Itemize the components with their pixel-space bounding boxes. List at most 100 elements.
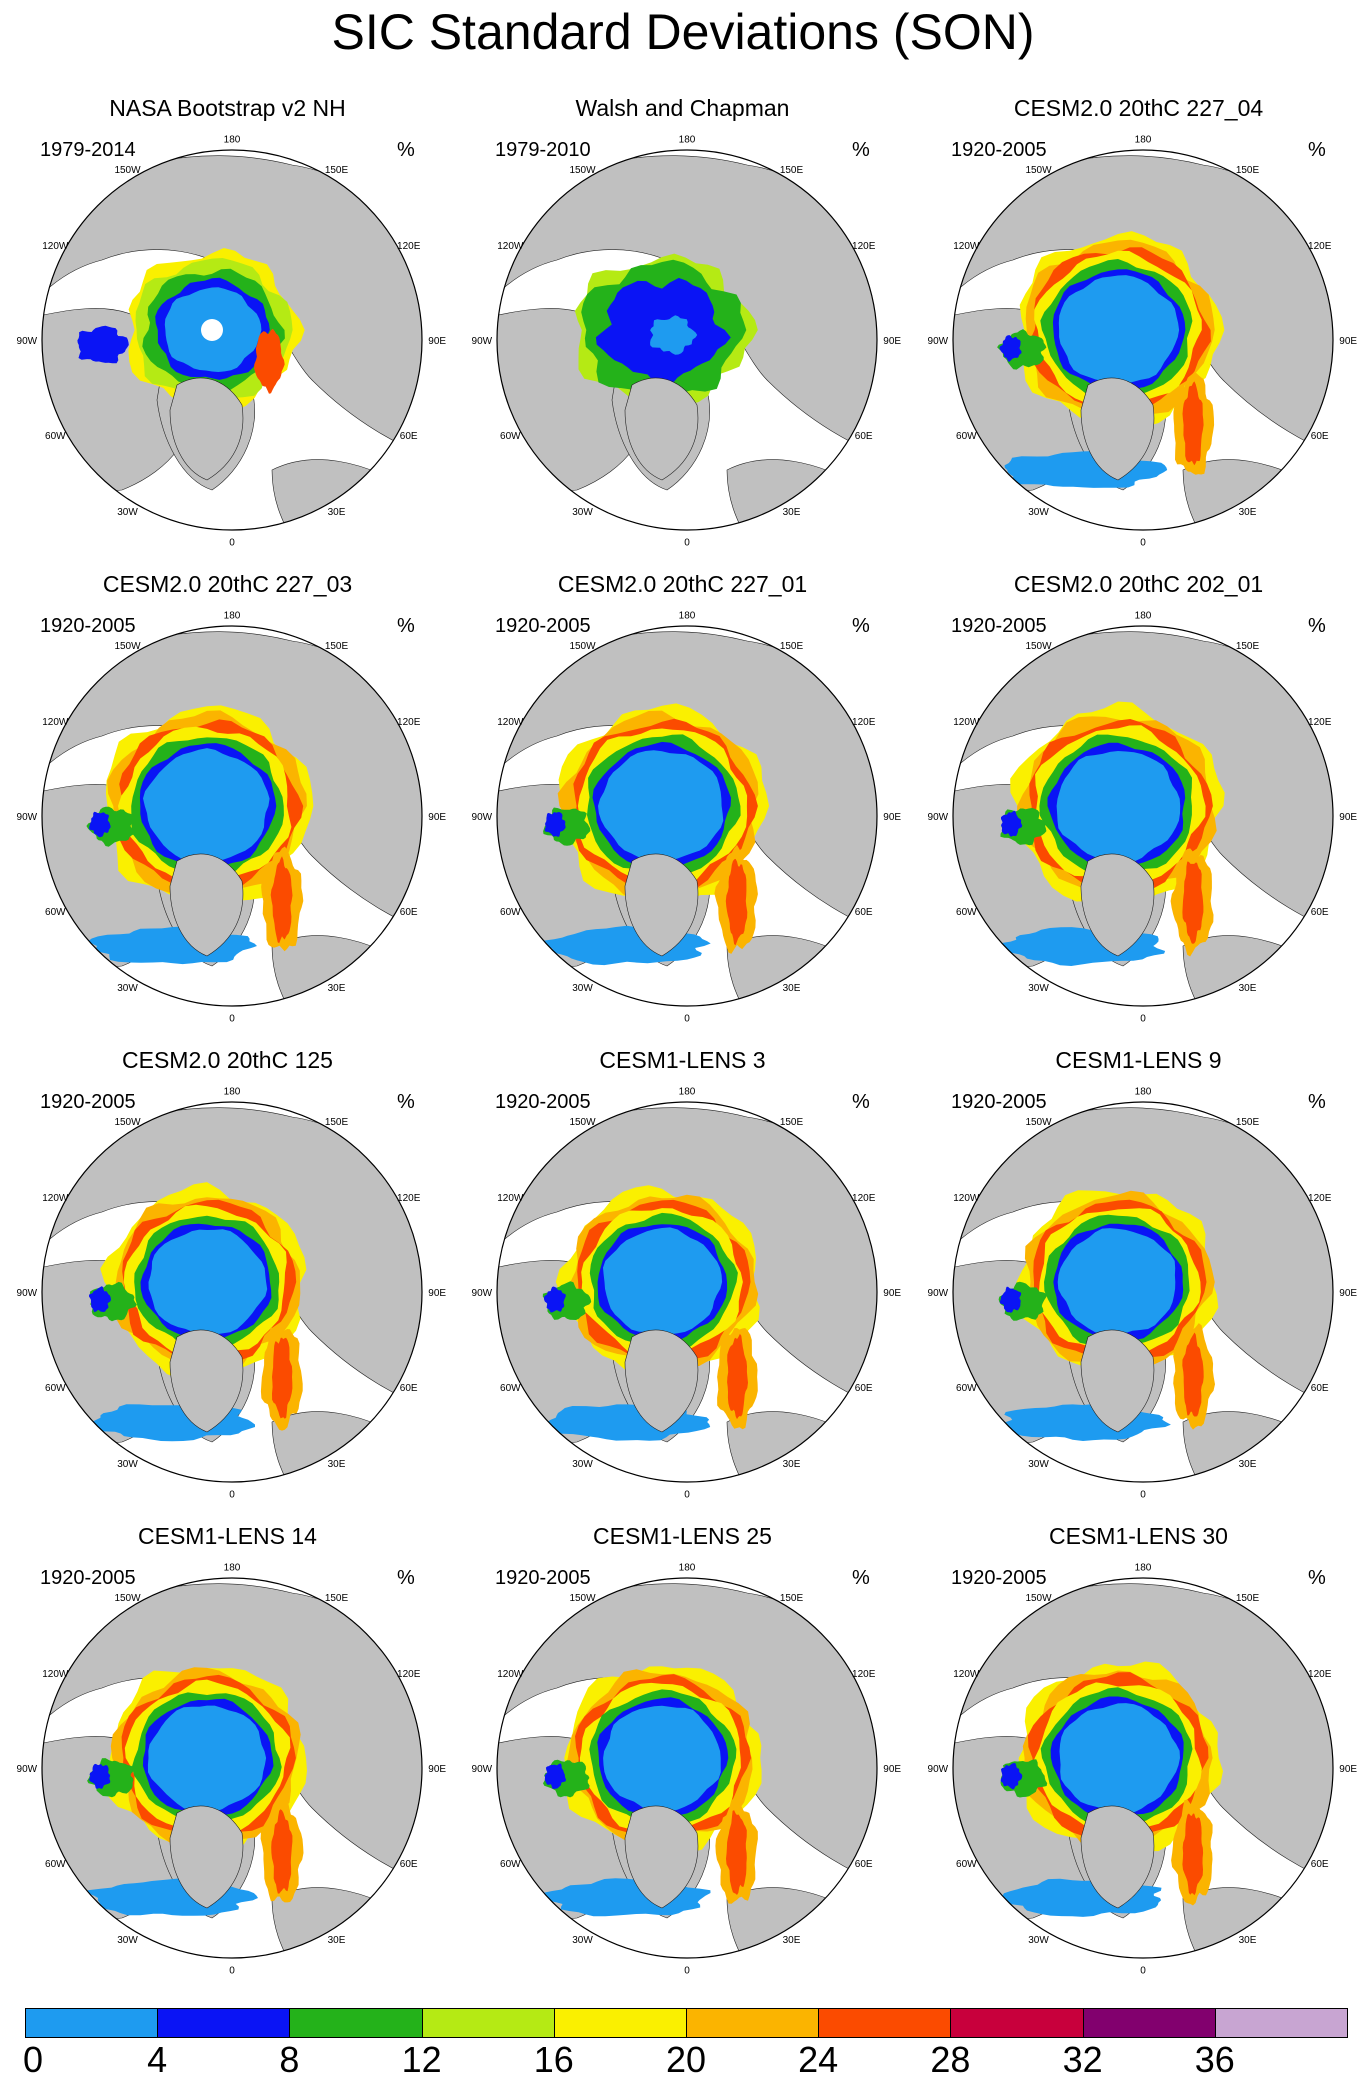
- longitude-label-west: 90W: [17, 812, 38, 823]
- eurasia-landmass: [42, 631, 422, 937]
- panel-title: CESM2.0 20thC 227_03: [102, 571, 353, 597]
- colorbar-tick-label: 32: [1062, 2039, 1103, 2080]
- panel-title: CESM2.0 20thC 227_04: [1013, 95, 1264, 121]
- longitude-label-west: 90W: [928, 1288, 949, 1299]
- panel-units: %: [1308, 615, 1326, 637]
- longitude-label-east: 90E: [883, 812, 901, 823]
- colorbar-box: [553, 2008, 687, 2038]
- longitude-label-east: 90E: [428, 812, 446, 823]
- longitude-label-wsw: 60W: [956, 431, 977, 442]
- sic-stddev-field: [998, 1190, 1219, 1441]
- longitude-label-east: 90E: [1339, 1288, 1357, 1299]
- greenland-overlay: [1080, 1329, 1155, 1433]
- longitude-label-nnw: 150W: [1025, 641, 1052, 652]
- longitude-label-south: 0: [229, 537, 235, 548]
- colorbar-tick-label: 28: [930, 2039, 971, 2080]
- panel-title: CESM1-LENS 14: [138, 1523, 317, 1549]
- longitude-label-nnw: 150W: [114, 165, 141, 176]
- longitude-label-nnw: 150W: [1025, 1117, 1052, 1128]
- longitude-label-east: 90E: [1339, 336, 1357, 347]
- longitude-label-wnw: 120W: [42, 1193, 69, 1204]
- map-panel: 180 150W 150E 120W 120E 90W 90E 60W 60E 30W 30E 0 CE…: [911, 476, 1366, 1024]
- longitude-label-ese: 60E: [855, 1383, 873, 1394]
- colorbar-tick-label: 16: [533, 2039, 574, 2080]
- polar-stereographic-map: 180 150W 150E 120W 120E 90W 90E 60W 60E 30W 30E 0: [472, 135, 902, 549]
- longitude-label-nnw: 150W: [1025, 165, 1052, 176]
- sic-stddev-field: [995, 1661, 1223, 1917]
- map-boundary-circle: [952, 625, 1334, 1007]
- longitude-label-east: 90E: [1339, 1764, 1357, 1775]
- map-panel-grid: 180 150W 150E 120W 120E 90W 90E 60W 60E 30W 30E 0 NA…: [0, 0, 1366, 1976]
- longitude-label-south: 0: [684, 1489, 690, 1500]
- longitude-label-ssw: 30W: [117, 1459, 138, 1470]
- longitude-label-east: 90E: [883, 1764, 901, 1775]
- longitude-label-wnw: 120W: [497, 241, 524, 252]
- panel-period: 1920-2005: [495, 1567, 591, 1589]
- colorbar-tick-label: 36: [1194, 2039, 1235, 2080]
- polar-map-area: [497, 1578, 877, 1958]
- eurasia-landmass: [953, 1107, 1333, 1413]
- greenland-overlay: [1080, 377, 1155, 481]
- panel-title: CESM2.0 20thC 227_01: [557, 571, 808, 597]
- longitude-label-ese: 60E: [855, 1859, 873, 1870]
- colorbar-tick-label: 24: [798, 2039, 839, 2080]
- map-panel: 180 150W 150E 120W 120E 90W 90E 60W 60E 30W 30E 0 NA…: [0, 0, 455, 548]
- longitude-label-wsw: 60W: [500, 1859, 521, 1870]
- longitude-label-north: 180: [679, 1087, 696, 1098]
- map-boundary-circle: [41, 625, 423, 1007]
- eurasia-landmass: [497, 1107, 877, 1413]
- colorbar-tick-label: 20: [665, 2039, 707, 2080]
- greenland-overlay: [1080, 1805, 1155, 1909]
- longitude-label-sse: 30E: [328, 507, 346, 518]
- longitude-label-ssw: 30W: [1028, 1459, 1049, 1470]
- longitude-label-ssw: 30W: [572, 1459, 593, 1470]
- map-boundary-circle: [952, 1101, 1334, 1483]
- colorbar-box: [1214, 2008, 1348, 2038]
- longitude-label-ese: 60E: [855, 431, 873, 442]
- sic-stddev-field: [77, 248, 305, 414]
- longitude-label-wsw: 60W: [45, 431, 66, 442]
- sic-stddev-field: [86, 1667, 307, 1916]
- longitude-label-nne: 150E: [1236, 641, 1260, 652]
- greenland-overlay: [169, 853, 244, 957]
- longitude-label-ese: 60E: [400, 1383, 418, 1394]
- greenland-overlay: [169, 1805, 244, 1909]
- greenland-overlay: [169, 1329, 244, 1433]
- longitude-label-north: 180: [224, 1087, 241, 1098]
- eurasia-landmass: [497, 631, 877, 937]
- longitude-label-nne: 150E: [780, 1117, 804, 1128]
- longitude-label-wsw: 60W: [45, 907, 66, 918]
- longitude-label-nne: 150E: [325, 641, 349, 652]
- longitude-label-sse: 30E: [328, 1459, 346, 1470]
- longitude-label-south: 0: [684, 1965, 690, 1976]
- polar-stereographic-map: 180 150W 150E 120W 120E 90W 90E 60W 60E 30W 30E 0: [17, 611, 447, 1025]
- map-panel: 180 150W 150E 120W 120E 90W 90E 60W 60E 30W 30E 0 CE…: [0, 476, 455, 1024]
- longitude-label-nnw: 150W: [1025, 1593, 1052, 1604]
- longitude-label-wnw: 120W: [953, 1669, 980, 1680]
- longitude-label-south: 0: [684, 537, 690, 548]
- longitude-label-nne: 150E: [1236, 1593, 1260, 1604]
- longitude-label-wsw: 60W: [500, 1383, 521, 1394]
- longitude-label-ese: 60E: [1311, 1383, 1329, 1394]
- longitude-label-wsw: 60W: [956, 1383, 977, 1394]
- map-boundary-circle: [952, 149, 1334, 531]
- longitude-label-ese: 60E: [400, 907, 418, 918]
- longitude-label-sse: 30E: [783, 983, 801, 994]
- longitude-label-east: 90E: [428, 1764, 446, 1775]
- panel-title: CESM1-LENS 25: [593, 1523, 772, 1549]
- longitude-label-wsw: 60W: [45, 1383, 66, 1394]
- panel-units: %: [1308, 1091, 1326, 1113]
- longitude-label-wnw: 120W: [42, 241, 69, 252]
- panel-units: %: [852, 1091, 870, 1113]
- figure-title: SIC Standard Deviations (SON): [331, 4, 1035, 60]
- longitude-label-nne: 150E: [1236, 1117, 1260, 1128]
- longitude-label-sse: 30E: [783, 1935, 801, 1946]
- longitude-label-ssw: 30W: [1028, 983, 1049, 994]
- longitude-label-south: 0: [1140, 537, 1146, 548]
- pole-hole: [201, 319, 223, 341]
- longitude-label-ene: 120E: [852, 241, 876, 252]
- longitude-label-north: 180: [679, 611, 696, 622]
- polar-map-area: [953, 626, 1333, 1006]
- europe-landmass: [726, 1887, 877, 1958]
- longitude-label-west: 90W: [928, 336, 949, 347]
